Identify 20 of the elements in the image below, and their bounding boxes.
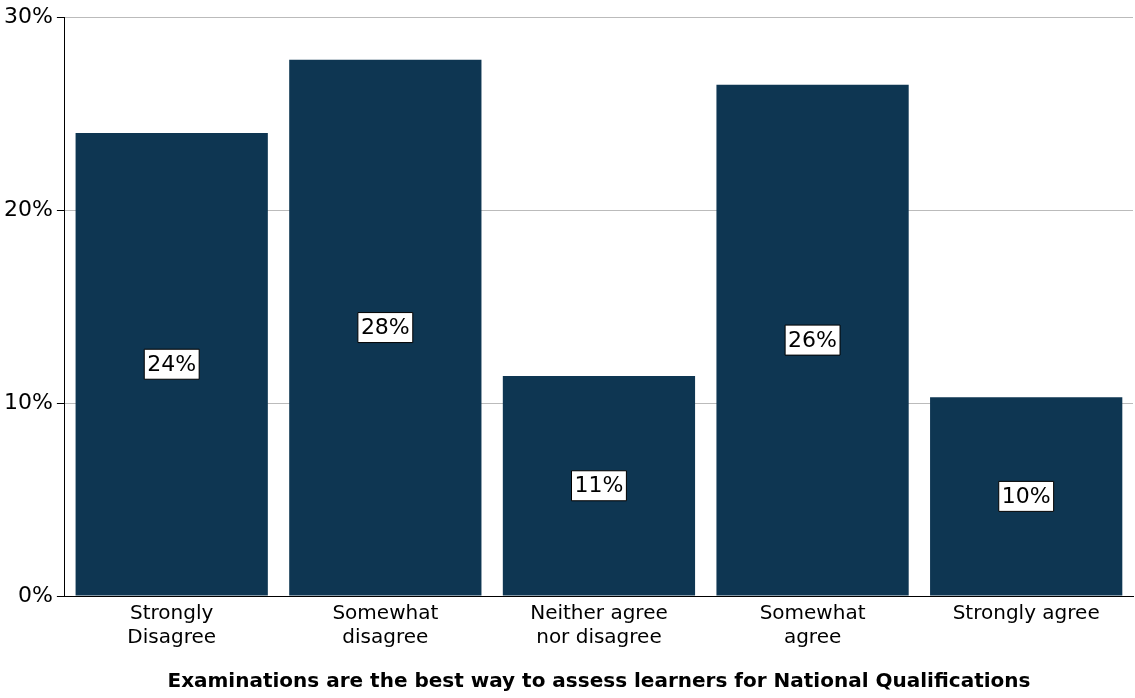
bar (75, 132, 268, 596)
x-tick-label: Strongly agree (952, 600, 1100, 625)
y-tick-label: 20% (3, 195, 53, 221)
x-tick-label: Somewhat agree (759, 600, 866, 649)
y-tick-label: 10% (3, 388, 53, 414)
x-tick-label: Strongly Disagree (127, 600, 217, 649)
bar (930, 397, 1123, 596)
x-axis-title: Examinations are the best way to assess learners for National Qualifications (167, 668, 1031, 693)
y-tick-label: 30% (3, 2, 53, 28)
data-label: 11% (574, 472, 624, 498)
data-label: 26% (788, 326, 838, 352)
bar (502, 376, 696, 596)
data-label: 10% (1001, 483, 1051, 509)
data-label: 24% (147, 350, 197, 376)
bar (716, 84, 909, 596)
x-tick-label: Neither agree nor disagree (530, 600, 668, 649)
y-tick-label: 0% (17, 581, 53, 607)
data-label: 28% (360, 314, 410, 340)
x-tick-label: Somewhat disagree (332, 600, 439, 649)
bar (289, 59, 482, 596)
